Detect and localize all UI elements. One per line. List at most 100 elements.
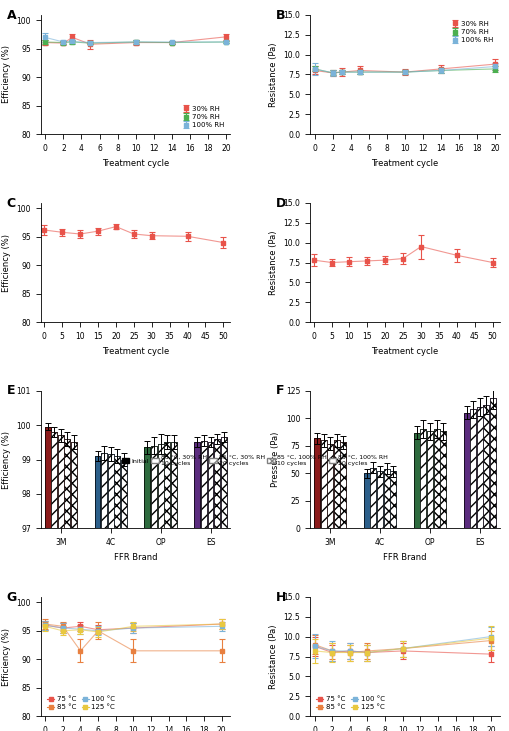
Bar — [489, 398, 495, 529]
Text: H: H — [275, 591, 286, 604]
Y-axis label: Efficiency (%): Efficiency (%) — [2, 627, 11, 686]
Bar — [419, 429, 426, 529]
Bar — [340, 442, 346, 529]
Text: F: F — [275, 384, 284, 397]
Bar — [220, 437, 226, 529]
Bar — [413, 433, 419, 529]
Bar — [433, 429, 439, 529]
Text: D: D — [275, 197, 286, 210]
Bar — [144, 447, 150, 529]
Bar — [201, 441, 207, 529]
Bar — [144, 447, 150, 529]
Bar — [320, 440, 326, 529]
Bar — [171, 442, 177, 529]
Bar — [58, 436, 64, 529]
Bar — [439, 431, 445, 529]
Bar — [194, 442, 200, 529]
Bar — [389, 471, 395, 529]
Bar — [426, 431, 432, 529]
Bar — [333, 440, 339, 529]
Y-axis label: Resistance (Pa): Resistance (Pa) — [268, 42, 277, 107]
Bar — [469, 409, 475, 529]
Legend: Initial, 85 °C, 30% RH
10 cycles, 85 °C, 30% RH
20 cycles, 85 °C, 100% RH
10 cyc: Initial, 85 °C, 30% RH 10 cycles, 85 °C,… — [119, 452, 390, 469]
Bar — [214, 439, 220, 529]
Bar — [463, 413, 469, 529]
Bar — [483, 405, 489, 529]
Bar — [340, 442, 346, 529]
Bar — [114, 456, 120, 529]
Bar — [44, 427, 50, 529]
Bar — [383, 469, 389, 529]
Bar — [314, 438, 319, 529]
Bar — [469, 409, 475, 529]
Bar — [71, 442, 77, 529]
Bar — [94, 456, 100, 529]
Bar — [107, 455, 114, 529]
Legend: 30% RH, 70% RH, 100% RH: 30% RH, 70% RH, 100% RH — [448, 18, 495, 46]
Y-axis label: Efficiency (%): Efficiency (%) — [2, 45, 11, 104]
Bar — [463, 413, 469, 529]
X-axis label: Treatment cycle: Treatment cycle — [102, 159, 169, 167]
Text: C: C — [7, 197, 16, 210]
X-axis label: Treatment cycle: Treatment cycle — [102, 346, 169, 356]
Bar — [413, 433, 419, 529]
Bar — [363, 473, 369, 529]
Bar — [151, 446, 157, 529]
Bar — [207, 442, 213, 529]
Y-axis label: Efficiency (%): Efficiency (%) — [2, 431, 11, 488]
Bar — [370, 468, 376, 529]
Bar — [164, 442, 170, 529]
Bar — [389, 471, 395, 529]
Text: B: B — [275, 9, 285, 22]
Bar — [376, 471, 382, 529]
Bar — [51, 432, 57, 529]
Bar — [201, 441, 207, 529]
Bar — [64, 439, 70, 529]
Bar — [220, 437, 226, 529]
Bar — [101, 452, 107, 529]
Bar — [314, 438, 319, 529]
Bar — [476, 407, 482, 529]
Bar — [426, 431, 432, 529]
X-axis label: Treatment cycle: Treatment cycle — [371, 346, 438, 356]
Bar — [483, 405, 489, 529]
Bar — [376, 471, 382, 529]
X-axis label: FFR Brand: FFR Brand — [382, 553, 426, 561]
Legend: 75 °C, 85 °C, 100 °C, 125 °C: 75 °C, 85 °C, 100 °C, 125 °C — [44, 693, 118, 713]
Bar — [419, 429, 426, 529]
Bar — [107, 455, 114, 529]
Bar — [439, 431, 445, 529]
Y-axis label: Resistance (Pa): Resistance (Pa) — [268, 624, 277, 689]
Y-axis label: Efficiency (%): Efficiency (%) — [2, 233, 11, 292]
Bar — [476, 407, 482, 529]
Bar — [326, 444, 332, 529]
Bar — [207, 442, 213, 529]
Bar — [171, 442, 177, 529]
Bar — [157, 444, 163, 529]
Bar — [157, 444, 163, 529]
Bar — [71, 442, 77, 529]
Bar — [51, 432, 57, 529]
Bar — [363, 473, 369, 529]
Bar — [194, 442, 200, 529]
Y-axis label: Pressure (Pa): Pressure (Pa) — [271, 432, 280, 487]
Bar — [114, 456, 120, 529]
Legend: 30% RH, 70% RH, 100% RH: 30% RH, 70% RH, 100% RH — [179, 103, 227, 131]
Bar — [370, 468, 376, 529]
Text: E: E — [7, 384, 15, 397]
Bar — [44, 427, 50, 529]
Bar — [214, 439, 220, 529]
X-axis label: Treatment cycle: Treatment cycle — [371, 159, 438, 167]
Bar — [64, 439, 70, 529]
Text: A: A — [7, 9, 16, 22]
Bar — [121, 460, 127, 529]
Bar — [383, 469, 389, 529]
Bar — [320, 440, 326, 529]
Bar — [151, 446, 157, 529]
Bar — [94, 456, 100, 529]
Legend: 75 °C, 85 °C, 100 °C, 125 °C: 75 °C, 85 °C, 100 °C, 125 °C — [313, 693, 387, 713]
X-axis label: FFR Brand: FFR Brand — [114, 553, 157, 561]
Text: G: G — [7, 591, 17, 604]
Bar — [433, 429, 439, 529]
Bar — [326, 444, 332, 529]
